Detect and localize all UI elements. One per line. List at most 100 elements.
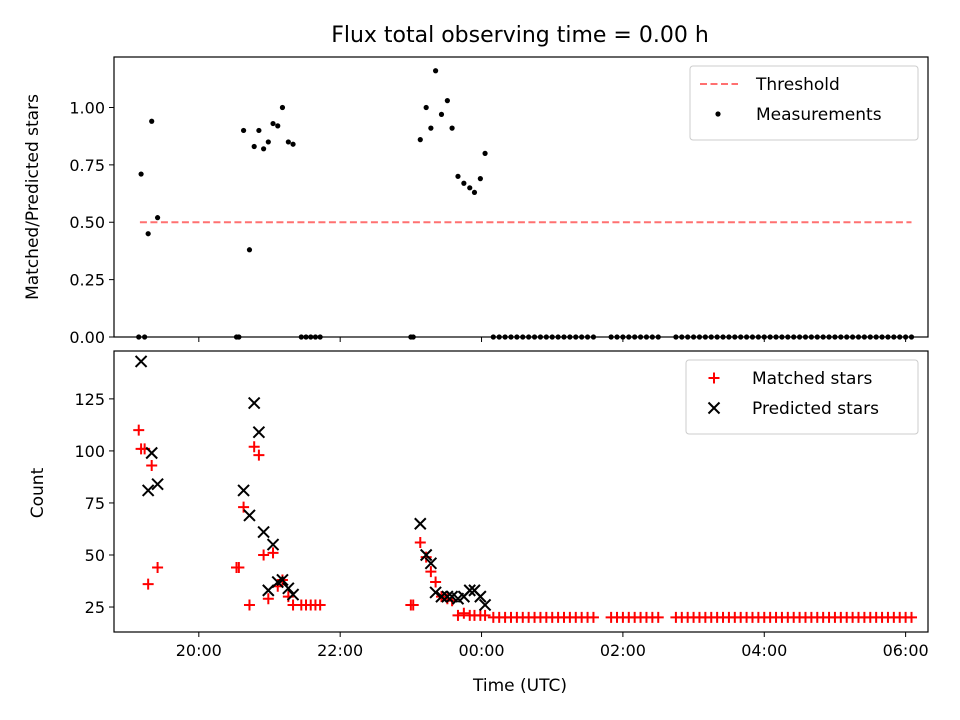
data-point — [142, 578, 154, 590]
data-point — [237, 484, 250, 497]
data-point — [151, 478, 164, 491]
data-point — [461, 180, 467, 186]
legend-label: Measurements — [756, 105, 882, 125]
x-tick-label: 06:00 — [883, 641, 929, 660]
data-point — [146, 459, 158, 471]
y-tick-label: 0.25 — [69, 271, 105, 290]
data-point — [290, 141, 296, 147]
bottom-panel: 25 50 75 100 125 20:00 22:00 00:00 02:00 04:00 06:… — [28, 350, 929, 696]
data-point — [424, 557, 438, 570]
top-axes-frame — [113, 56, 929, 338]
data-point — [652, 611, 664, 623]
data-point — [262, 593, 274, 605]
data-point — [425, 566, 437, 578]
data-point — [438, 111, 445, 117]
bottom-axes-ticks: 25 50 75 100 125 20:00 22:00 00:00 02:00 04:00 06:… — [74, 390, 928, 660]
chart-title: Flux total observing time = 0.00 h — [331, 23, 709, 48]
legend-box — [685, 359, 919, 435]
data-point — [441, 590, 454, 603]
legend-label: Predicted stars — [752, 399, 879, 419]
x-tick-label: 22:00 — [317, 641, 363, 660]
bottom-y-axis-label: Count — [28, 467, 48, 518]
data-point — [149, 118, 155, 124]
data-point — [432, 68, 439, 74]
data-point — [414, 536, 426, 548]
data-point — [251, 143, 257, 150]
data-point — [253, 449, 265, 461]
data-point — [282, 582, 295, 595]
data-point — [133, 424, 145, 436]
data-point — [477, 176, 483, 182]
data-point — [276, 573, 289, 587]
x-tick-label: 00:00 — [458, 641, 504, 660]
data-point — [420, 551, 432, 563]
data-point — [247, 396, 261, 410]
data-point — [134, 355, 148, 368]
y-tick-label: 75 — [85, 494, 105, 513]
bottom-legend: Matched stars Predicted stars — [685, 359, 919, 435]
data-point — [314, 599, 326, 611]
data-point — [471, 189, 478, 196]
data-point — [243, 509, 256, 522]
data-point — [154, 215, 161, 221]
data-point — [417, 137, 423, 143]
data-point — [444, 98, 450, 104]
data-point — [452, 609, 464, 621]
data-point — [248, 441, 260, 453]
data-point — [275, 123, 281, 129]
data-point — [261, 146, 267, 152]
y-tick-label: 125 — [74, 390, 105, 409]
data-point — [285, 139, 291, 145]
top-panel: 0.00 0.25 0.50 0.75 1.00 Matched/Predicted s… — [23, 56, 929, 347]
data-point — [414, 517, 427, 530]
data-point — [257, 525, 270, 539]
data-point — [258, 549, 270, 561]
data-point — [449, 125, 455, 131]
data-point — [429, 586, 442, 599]
x-axis-label: Time (UTC) — [472, 676, 567, 696]
data-point — [458, 607, 470, 619]
data-point — [587, 611, 599, 623]
data-point — [906, 611, 918, 623]
legend-box — [689, 65, 919, 141]
bottom-data-marks — [133, 355, 918, 623]
data-point — [246, 247, 253, 253]
data-point — [233, 561, 245, 573]
y-tick-label: 100 — [74, 442, 105, 461]
data-point — [279, 104, 286, 111]
data-point — [435, 590, 448, 603]
x-tick-label: 02:00 — [600, 641, 646, 660]
data-point — [145, 446, 158, 460]
data-point — [152, 561, 164, 573]
bottom-axes-frame — [113, 350, 929, 633]
data-point — [474, 590, 487, 603]
x-tick-label: 20:00 — [176, 641, 222, 660]
legend-label: Matched stars — [752, 369, 872, 389]
x-tick-label: 04:00 — [741, 641, 787, 660]
series-predicted-stars — [134, 355, 492, 612]
data-point — [138, 171, 144, 177]
y-tick-label: 0.00 — [69, 328, 105, 347]
top-y-axis-label: Matched/Predicted stars — [23, 94, 43, 300]
data-point — [145, 231, 151, 237]
data-point — [267, 547, 279, 559]
data-point — [286, 588, 300, 601]
data-point — [256, 127, 262, 134]
data-point — [243, 599, 255, 611]
data-point — [479, 609, 491, 621]
legend-swatch — [708, 372, 720, 384]
y-tick-label: 0.50 — [69, 213, 105, 232]
data-point — [423, 104, 429, 111]
data-point — [430, 576, 442, 588]
data-point — [467, 185, 473, 191]
y-tick-label: 25 — [85, 598, 105, 617]
data-point — [265, 139, 271, 145]
data-point — [478, 598, 492, 612]
top-axes-ticks: 0.00 0.25 0.50 0.75 1.00 — [69, 98, 907, 347]
data-point — [407, 599, 419, 611]
data-point — [266, 538, 280, 551]
legend-swatch — [707, 401, 721, 415]
data-point — [252, 425, 266, 439]
series-matched-stars — [133, 424, 918, 623]
